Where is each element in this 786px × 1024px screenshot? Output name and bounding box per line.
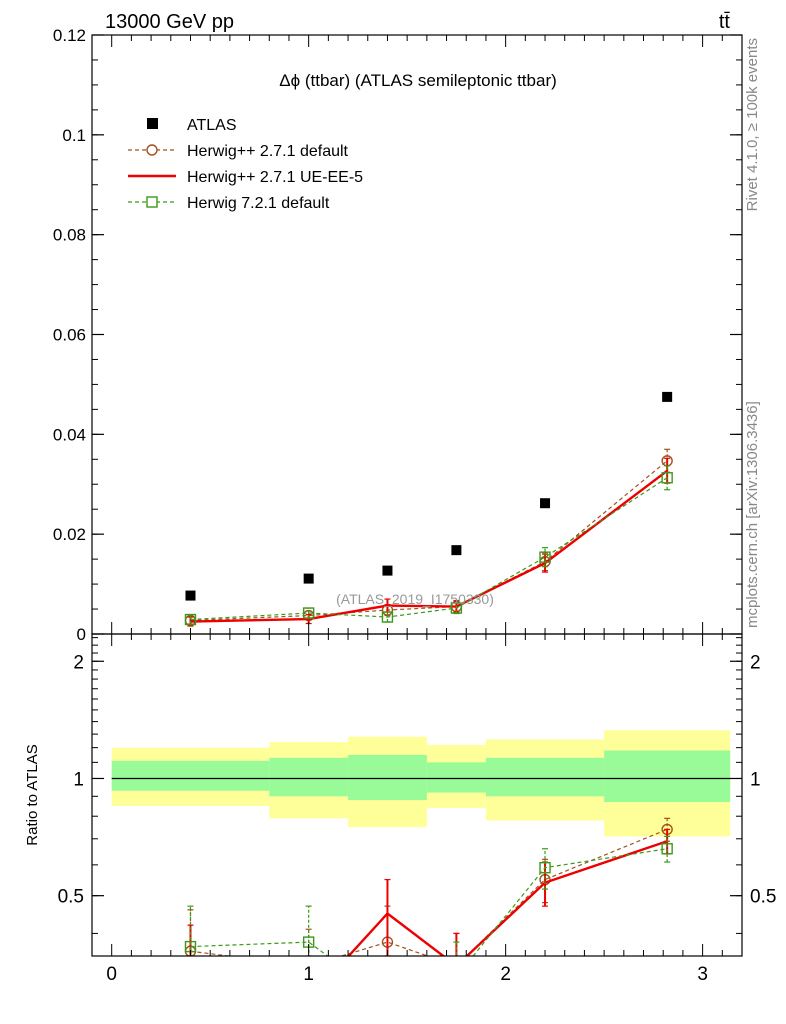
ratio-inner-band-segment — [111, 760, 270, 791]
rivet-label: Rivet 4.1.0, ≥ 100k events — [744, 38, 761, 211]
ratio-y-axis-label: Ratio to ATLAS — [24, 744, 41, 845]
ratio-y-tick-label-left: 0.5 — [58, 887, 84, 908]
y-tick-label: 0.06 — [53, 326, 86, 345]
ratio-y-tick-label-left: 2 — [73, 652, 84, 673]
y-tick-label: 0.1 — [62, 126, 86, 145]
ratio-marker-circle — [451, 961, 461, 971]
ratio-y-tick-label-left: 1 — [73, 769, 84, 790]
ratio-plot-frame — [91, 633, 743, 957]
main-marker-square — [450, 602, 463, 614]
atlas-data-point — [540, 498, 551, 509]
main-marker-square — [184, 613, 197, 626]
header-energy: 13000 GeV pp — [105, 11, 234, 33]
x-tick-label: 0 — [106, 964, 117, 985]
ratio-plot-panel: 0.5 0.5 1 1 2 2 0 1 2 3 Ratio to ATLAS — [24, 633, 776, 1005]
main-plot-panel: (ATLAS_2019_I1750330) 0 0.02 0.04 0.06 0.08 0… — [53, 26, 743, 644]
ratio-marker-square — [661, 843, 673, 855]
x-tick-label: 2 — [500, 964, 511, 985]
atlas-data-point — [451, 545, 462, 556]
y-tick-label: 0 — [77, 625, 86, 644]
ratio-inner-band-segment — [269, 757, 349, 797]
main-marker-square — [302, 607, 315, 619]
ratio-marker-square — [539, 861, 551, 874]
atlas-data-point — [185, 590, 196, 601]
legend-label: Herwig++ 2.7.1 default — [187, 143, 349, 160]
y-tick-label: 0.12 — [53, 26, 86, 45]
ratio-y-tick-label-right: 2 — [750, 652, 761, 673]
y-tick-label: 0.04 — [53, 425, 86, 444]
main-marker-square — [539, 551, 551, 563]
ratio-y-tick-label-right: 0.5 — [750, 887, 776, 908]
legend-marker-square — [146, 196, 158, 208]
source-label: mcplots.cern.ch [arXiv:1306.3436] — [744, 401, 761, 628]
ratio-marker-square — [451, 972, 461, 982]
x-tick-label: 1 — [303, 964, 314, 985]
main-marker-square — [661, 472, 673, 484]
atlas-data-point — [303, 573, 314, 584]
ratio-inner-band-segment — [604, 750, 731, 803]
ratio-inner-band-segment — [426, 762, 486, 793]
legend-label: Herwig 7.2.1 default — [187, 195, 330, 212]
x-tick-label: 3 — [697, 964, 708, 985]
ratio-series-line — [347, 840, 668, 956]
legend-marker-circle — [146, 144, 158, 156]
ratio-marker-square — [382, 995, 392, 1005]
ratio-series-line — [190, 848, 668, 956]
ratio-inner-band-segment — [348, 754, 427, 801]
analysis-watermark: (ATLAS_2019_I1750330) — [336, 591, 494, 607]
main-series-line — [190, 460, 668, 622]
atlas-data-point — [662, 391, 673, 402]
plot-title: Δϕ (ttbar) (ATLAS semileptonic ttbar) — [279, 71, 557, 90]
header-process: tt̄ — [719, 11, 731, 33]
ratio-inner-band-segment — [485, 757, 605, 797]
ratio-y-tick-label-right: 1 — [750, 769, 761, 790]
legend-label: Herwig++ 2.7.1 UE-EE-5 — [187, 169, 363, 186]
main-marker-square — [381, 611, 394, 623]
legend: ATLAS Herwig++ 2.7.1 default Herwig++ 2.7.… — [128, 117, 363, 212]
legend-label: ATLAS — [187, 117, 237, 134]
main-series-line — [190, 477, 668, 621]
atlas-data-point — [382, 565, 393, 576]
y-tick-label: 0.08 — [53, 226, 86, 245]
legend-marker-atlas — [147, 118, 158, 129]
main-series-line — [190, 469, 668, 623]
ratio-series-line — [190, 828, 668, 956]
y-tick-label: 0.02 — [53, 525, 86, 544]
